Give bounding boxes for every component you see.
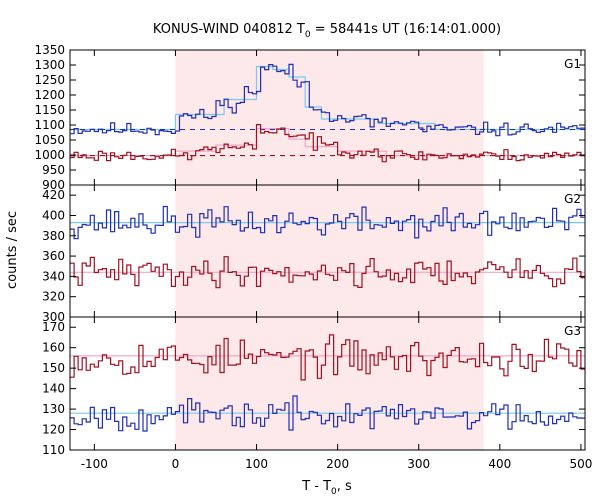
- y-tick-label: 300: [42, 310, 65, 324]
- data-series-1: [70, 334, 585, 381]
- data-series-2: [70, 256, 585, 289]
- y-tick-label: 130: [42, 402, 65, 416]
- panel-label: G2: [564, 192, 581, 206]
- y-tick-label: 1250: [34, 73, 65, 87]
- data-series-1: [70, 63, 585, 137]
- panel-frame: [69, 316, 586, 451]
- panel-g3: 110 120 130 140 150 160 170 G3: [42, 316, 586, 457]
- x-tick-label: 200: [326, 457, 349, 471]
- y-tick-label: 160: [42, 341, 65, 355]
- data-series-2: [70, 124, 585, 163]
- y-tick-label: 320: [42, 290, 65, 304]
- y-tick-label: 110: [42, 443, 65, 457]
- y-tick-label: 400: [42, 208, 65, 222]
- x-tick-label: -100: [81, 457, 108, 471]
- y-tick-label: 170: [42, 320, 65, 334]
- title-main: KONUS-WIND 040812 T: [153, 22, 305, 37]
- x-tick-label: 300: [407, 457, 430, 471]
- y-tick-label: 380: [42, 229, 65, 243]
- data-series-1: [70, 205, 585, 240]
- chart-title: KONUS-WIND 040812 T0 = 58441s UT (16:14:…: [153, 22, 501, 40]
- y-tick-label: 1050: [34, 133, 65, 147]
- title-subscript: 0: [305, 30, 311, 40]
- title-rest: = 58441s UT (16:14:01.000): [311, 22, 501, 37]
- x-tick-label: 0: [172, 457, 180, 471]
- y-tick-label: 1150: [34, 103, 65, 117]
- y-tick-label: 150: [42, 361, 65, 375]
- y-tick-label: 420: [42, 188, 65, 202]
- panel-label: G3: [564, 324, 581, 338]
- xlabel-main: T - T: [301, 479, 331, 494]
- y-tick-label: 1300: [34, 58, 65, 72]
- x-tick-label: 100: [245, 457, 268, 471]
- panels-layer: 90095010001050110011501200125013001350G1…: [34, 43, 592, 471]
- highlight-region: [175, 50, 484, 450]
- y-tick-label: 950: [42, 163, 65, 177]
- y-tick-label: 120: [42, 423, 65, 437]
- panel-label: G1: [564, 57, 581, 71]
- y-tick-label: 1100: [34, 118, 65, 132]
- xlabel-rest: , s: [337, 479, 352, 494]
- xlabel-subscript: 0: [331, 487, 337, 497]
- x-tick-label: 500: [569, 457, 592, 471]
- y-tick-label: 1350: [34, 43, 65, 57]
- y-tick-label: 1000: [34, 148, 65, 162]
- y-axis-label: counts / sec: [5, 211, 20, 289]
- panel-g2: 300 320 340 360 380 400 420 G2: [42, 184, 586, 324]
- x-axis-label: T - T0, s: [301, 479, 352, 497]
- y-tick-label: 140: [42, 382, 65, 396]
- x-tick-label: 400: [488, 457, 511, 471]
- y-tick-label: 340: [42, 269, 65, 283]
- y-tick-label: 900: [42, 178, 65, 192]
- y-tick-label: 360: [42, 249, 65, 263]
- y-tick-label: 1200: [34, 88, 65, 102]
- data-series-2: [70, 395, 585, 432]
